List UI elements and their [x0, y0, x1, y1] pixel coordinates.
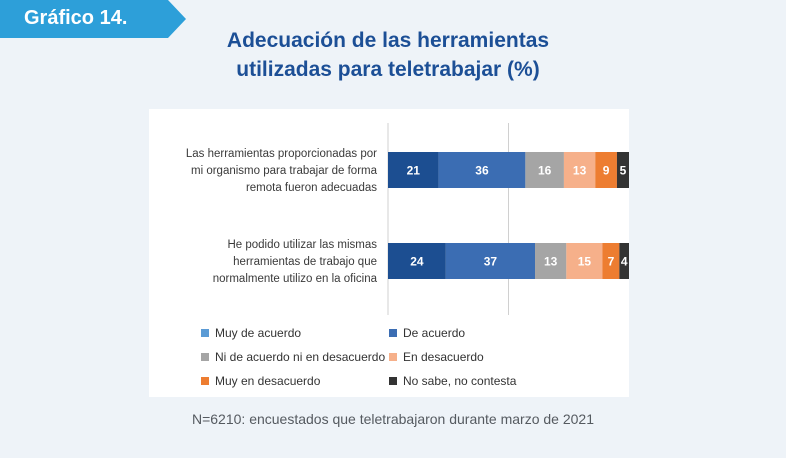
category-label-2-line-1: He podido utilizar las mismas	[227, 239, 377, 251]
category-label-1-line-2: mi organismo para trabajar de forma	[191, 165, 377, 177]
data-label-row1-series1: 21	[407, 164, 421, 178]
legend-swatch-muy-de-acuerdo	[201, 328, 209, 337]
legend-item-muy-en-desacuerdo: Muy en desacuerdo	[201, 373, 320, 389]
chart-number-badge	[0, 0, 186, 38]
bar-segment-row2-series3	[535, 243, 567, 279]
data-label-row1-series3: 16	[538, 164, 552, 178]
category-label-2-line-3: normalmente utilizo en la oficina	[212, 273, 377, 285]
data-label-row1-series6: 5	[620, 164, 627, 178]
category-label-1-line-3: remota fueron adecuadas	[245, 182, 377, 194]
bar-segment-row1-series6	[616, 152, 629, 188]
legend-label-en-desacuerdo: En desacuerdo	[403, 350, 484, 364]
legend-swatch-neutral	[201, 352, 209, 361]
data-label-row2-series6: 4	[621, 255, 628, 269]
chart-legend: Muy de acuerdo De acuerdo Ni de acuerdo …	[149, 317, 629, 397]
legend-label-muy-de-acuerdo: Muy de acuerdo	[215, 326, 302, 340]
data-label-row2-series4: 15	[578, 255, 592, 269]
category-label-1: Las herramientas proporcionadas por mi o…	[153, 146, 377, 197]
data-label-row2-series3: 13	[544, 255, 558, 269]
bar-segment-row2-series4	[566, 243, 603, 279]
legend-item-neutral: Ni de acuerdo ni en desacuerdo	[201, 349, 385, 365]
legend-item-no-sabe: No sabe, no contesta	[389, 373, 516, 389]
category-label-2: He podido utilizar las mismas herramient…	[153, 237, 377, 288]
chart-title: Adecuación de las herramientas utilizada…	[150, 26, 626, 84]
bar-segment-row1-series4	[563, 152, 596, 188]
bar-segment-row1-series5	[595, 152, 617, 188]
data-label-row1-series2: 36	[475, 164, 489, 178]
legend-swatch-no-sabe	[389, 376, 397, 385]
category-label-2-line-2: herramientas de trabajo que	[233, 256, 377, 268]
data-label-row2-series5: 7	[608, 255, 615, 269]
chart-number-label: Gráfico 14.	[24, 7, 128, 29]
data-label-row1-series5: 9	[603, 164, 610, 178]
chart-title-line-2: utilizadas para teletrabajar (%)	[236, 58, 540, 81]
legend-swatch-muy-en-desacuerdo	[201, 376, 209, 385]
legend-item-en-desacuerdo: En desacuerdo	[389, 349, 484, 365]
data-label-row2-series2: 37	[484, 255, 498, 269]
bar-segment-row2-series2	[445, 243, 536, 279]
legend-label-neutral: Ni de acuerdo ni en desacuerdo	[215, 350, 386, 364]
legend-item-de-acuerdo: De acuerdo	[389, 325, 465, 341]
bar-segment-row1-series1	[388, 152, 439, 188]
bar-segment-row1-series2	[438, 152, 526, 188]
bar-segment-row1-series3	[525, 152, 564, 188]
legend-item-muy-de-acuerdo: Muy de acuerdo	[201, 325, 301, 341]
legend-swatch-de-acuerdo	[389, 328, 397, 337]
legend-swatch-en-desacuerdo	[389, 352, 397, 361]
footnote: N=6210: encuestados que teletrabajaron d…	[191, 411, 594, 427]
legend-label-de-acuerdo: De acuerdo	[403, 326, 466, 340]
legend-label-muy-en-desacuerdo: Muy en desacuerdo	[215, 374, 321, 388]
chart-panel: 21 36 16 13 9 5 24 37 13 15 7 4 Las herramientas pr…	[149, 109, 629, 397]
category-label-1-line-1: Las herramientas proporcionadas por	[185, 148, 377, 160]
data-label-row2-series1: 24	[410, 255, 424, 269]
chart-title-line-1: Adecuación de las herramientas	[226, 29, 550, 52]
bar-segment-row2-series6	[619, 243, 629, 279]
stacked-bar-chart: 21 36 16 13 9 5 24 37 13 15 7 4	[387, 123, 629, 315]
legend-label-no-sabe: No sabe, no contesta	[403, 374, 517, 388]
data-label-row1-series4: 13	[573, 164, 587, 178]
bar-segment-row2-series1	[388, 243, 446, 279]
bar-segment-row2-series5	[602, 243, 620, 279]
